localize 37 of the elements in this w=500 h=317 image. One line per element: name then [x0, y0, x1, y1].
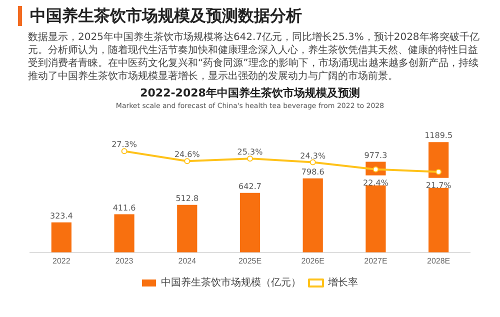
point — [310, 159, 316, 166]
point — [436, 168, 442, 175]
data-label: 22.4% — [363, 178, 389, 188]
data-label: 21.7% — [426, 181, 452, 190]
bar — [114, 214, 134, 252]
x-tick-label: 2027E — [364, 256, 388, 266]
x-tick-label: 2023 — [115, 256, 134, 266]
data-label: 411.6 — [112, 203, 136, 212]
bar — [177, 204, 198, 252]
text: 中国养生茶饮市场规模及预测数据分析 — [30, 6, 302, 26]
data-label: 323.4 — [50, 211, 73, 220]
data-label: 24.3% — [300, 151, 326, 160]
text: 数据显示，2025年中国养生茶饮市场规模将达642.7亿元，同比增长25.3%，预计2028年将突破千亿元。分析师认为，随着现代生活节奏加快和健康理念深入人心，养生茶饮凭借其天然、健康的特性日益受到消费者青睐。在中医药文化复兴和“药食同源”理念的影响下，市场涌现出越来越多创新产品，持续推动了中国养生茶饮市场规模显著增长，显示出强劲的发展动力与广阔的市场前景。 — [28, 31, 480, 83]
data-label: 977.3 — [364, 150, 388, 160]
bar — [428, 142, 449, 252]
x-tick-label: 2024 — [178, 256, 197, 266]
data-label: 24.6% — [174, 150, 200, 160]
point — [247, 156, 253, 162]
point — [372, 166, 379, 172]
x-tick-label: 2025E — [238, 256, 262, 266]
legend-label: 中国养生茶饮市场规模（亿元） — [161, 276, 301, 289]
legend-label: 增长率 — [327, 276, 358, 289]
data-label: 798.6 — [301, 167, 324, 176]
chart-title: 2022-2028年中国养生茶饮市场规模及预测 — [140, 86, 360, 100]
x-tick-label: 2028E — [427, 256, 450, 266]
data-label: 642.7 — [238, 182, 262, 191]
point — [184, 158, 190, 164]
x-tick-label: 2026E — [301, 256, 324, 266]
point — [121, 148, 128, 154]
bar — [240, 192, 260, 252]
data-label: 25.3% — [237, 148, 264, 157]
bar — [302, 178, 323, 252]
data-label: 27.3% — [112, 140, 138, 150]
x-tick-label: 2022 — [52, 256, 71, 266]
data-label: 1189.5 — [424, 131, 453, 140]
data-label: 512.8 — [176, 194, 199, 203]
bar — [51, 222, 72, 252]
